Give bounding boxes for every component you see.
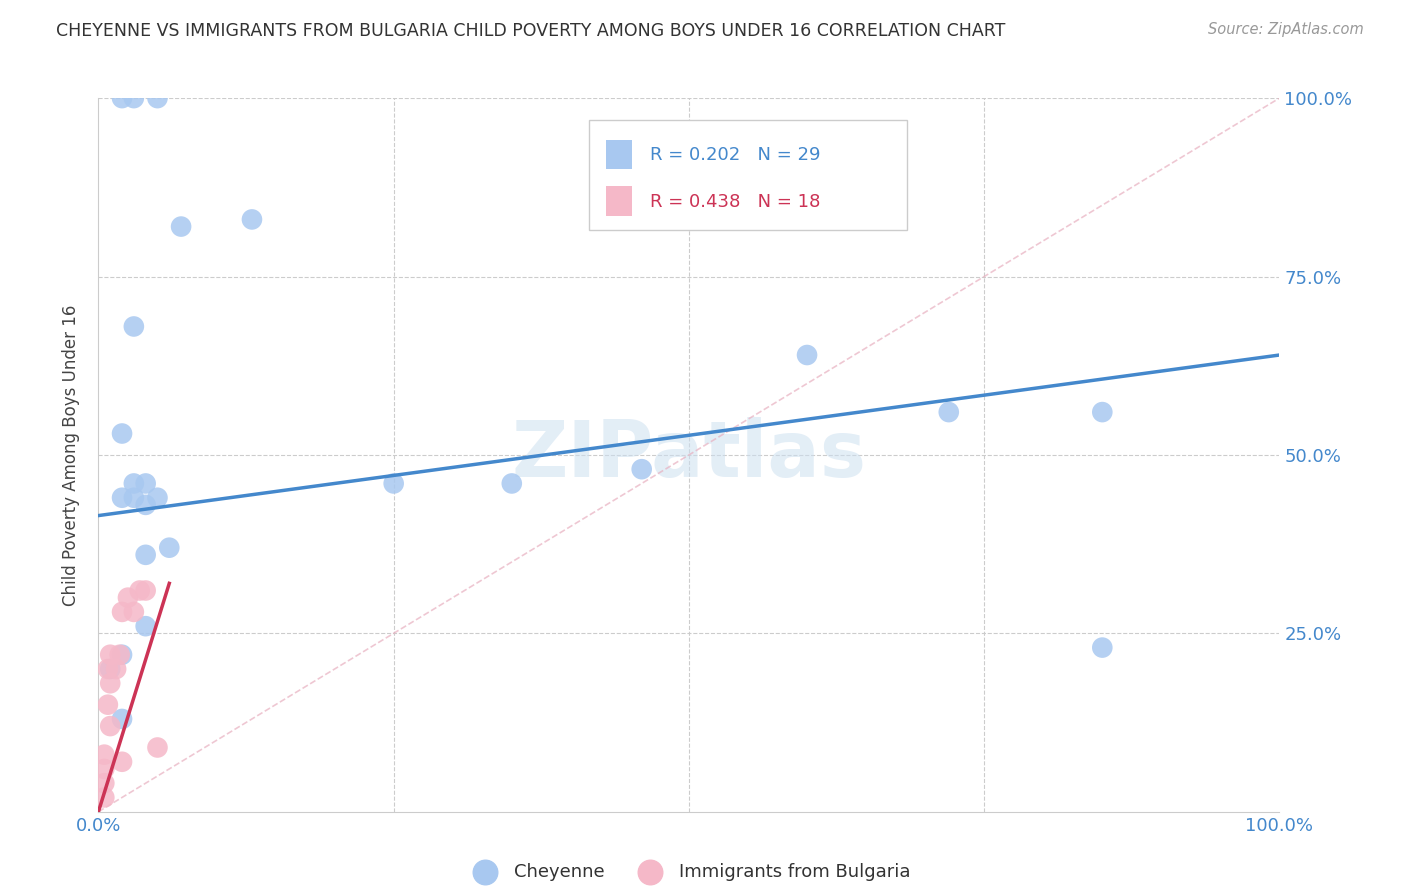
FancyBboxPatch shape xyxy=(589,120,907,230)
Bar xyxy=(606,139,633,169)
Point xyxy=(501,476,523,491)
Point xyxy=(98,662,121,676)
Point xyxy=(111,755,134,769)
Point xyxy=(135,583,157,598)
Point xyxy=(382,476,405,491)
Point xyxy=(111,426,134,441)
Point xyxy=(135,548,157,562)
Bar xyxy=(606,186,633,216)
Point xyxy=(170,219,193,234)
Point xyxy=(157,541,180,555)
Point xyxy=(146,91,169,105)
Point xyxy=(128,583,150,598)
Point xyxy=(122,491,145,505)
Point xyxy=(111,491,134,505)
Point xyxy=(93,747,115,762)
Point xyxy=(240,212,263,227)
Point xyxy=(135,476,157,491)
Point xyxy=(1091,640,1114,655)
Y-axis label: Child Poverty Among Boys Under 16: Child Poverty Among Boys Under 16 xyxy=(62,304,80,606)
Point xyxy=(146,740,169,755)
Point xyxy=(93,776,115,790)
Point xyxy=(93,790,115,805)
Text: CHEYENNE VS IMMIGRANTS FROM BULGARIA CHILD POVERTY AMONG BOYS UNDER 16 CORRELATI: CHEYENNE VS IMMIGRANTS FROM BULGARIA CHI… xyxy=(56,22,1005,40)
Point xyxy=(796,348,818,362)
Point xyxy=(111,91,134,105)
Point xyxy=(146,491,169,505)
Point xyxy=(93,762,115,776)
Point xyxy=(105,662,128,676)
Point xyxy=(98,676,121,690)
Text: R = 0.202   N = 29: R = 0.202 N = 29 xyxy=(650,146,821,164)
Text: R = 0.438   N = 18: R = 0.438 N = 18 xyxy=(650,193,820,211)
Point xyxy=(111,605,134,619)
Point xyxy=(938,405,960,419)
Point xyxy=(135,498,157,512)
Point xyxy=(111,712,134,726)
Point xyxy=(1091,405,1114,419)
Point xyxy=(97,662,120,676)
Point xyxy=(122,91,145,105)
Point xyxy=(108,648,131,662)
Point xyxy=(135,619,157,633)
Text: Source: ZipAtlas.com: Source: ZipAtlas.com xyxy=(1208,22,1364,37)
Point xyxy=(117,591,139,605)
Point xyxy=(97,698,120,712)
Point xyxy=(122,605,145,619)
Point xyxy=(111,648,134,662)
Point xyxy=(122,476,145,491)
Point xyxy=(98,648,121,662)
Text: ZIPatlas: ZIPatlas xyxy=(512,417,866,493)
Legend: Cheyenne, Immigrants from Bulgaria: Cheyenne, Immigrants from Bulgaria xyxy=(460,856,918,888)
Point xyxy=(98,719,121,733)
Point xyxy=(630,462,652,476)
Point xyxy=(122,319,145,334)
